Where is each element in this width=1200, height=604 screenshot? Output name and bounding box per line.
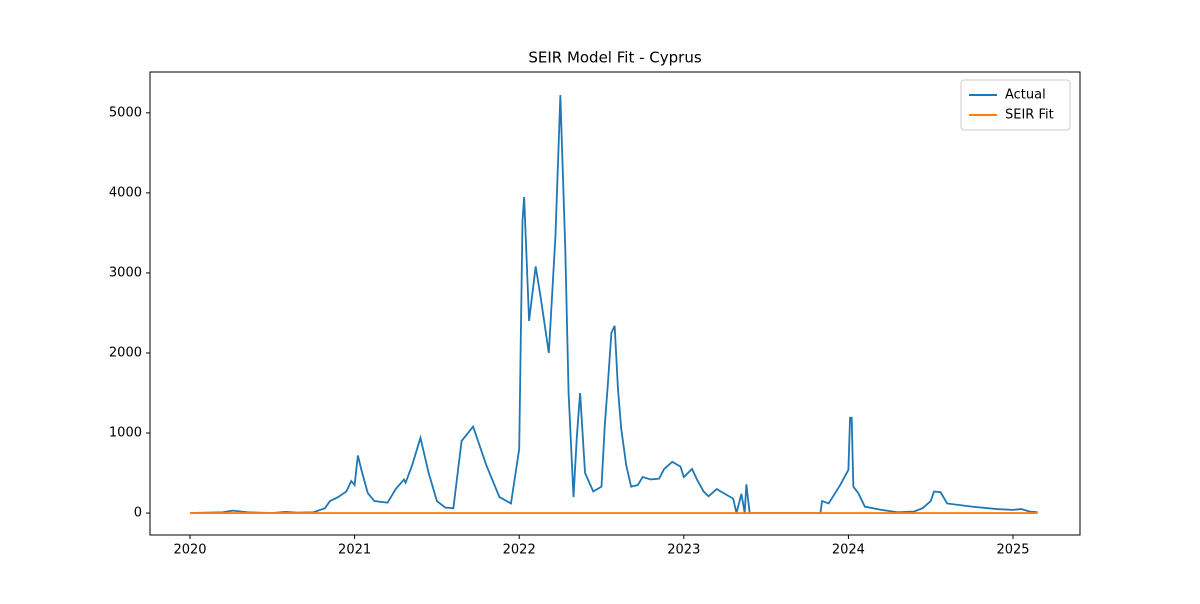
x-tick-label: 2023 [667,543,700,558]
x-tick-label: 2024 [832,543,865,558]
y-tick-label: 0 [134,506,142,521]
legend-label: Actual [1005,88,1046,103]
legend-label: SEIR Fit [1005,108,1054,123]
x-tick-label: 2025 [996,543,1029,558]
y-tick-label: 4000 [109,185,142,200]
x-tick-label: 2020 [173,543,206,558]
y-tick-label: 5000 [109,105,142,120]
plot-frame [149,71,1081,536]
data-line [189,95,1038,514]
x-tick-label: 2021 [338,543,371,558]
y-tick-label: 2000 [109,345,142,360]
legend-box [960,79,1071,131]
y-tick-label: 3000 [109,265,142,280]
chart-title: SEIR Model Fit - Cyprus [528,49,701,67]
x-tick-label: 2022 [503,543,536,558]
y-tick-label: 1000 [109,426,142,441]
